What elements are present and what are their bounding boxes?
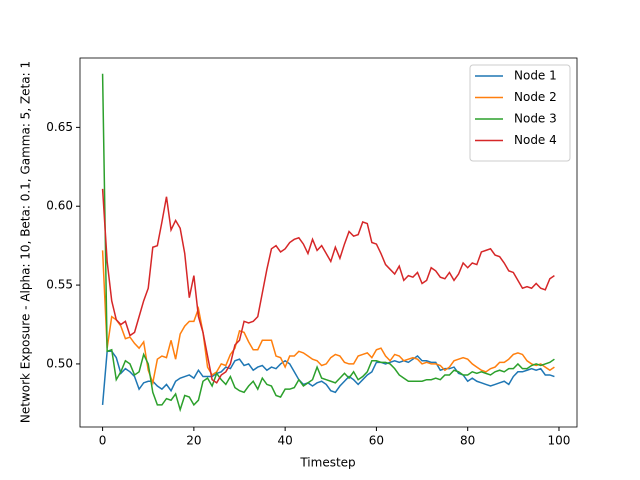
- x-tick-label: 40: [278, 434, 293, 448]
- series-line: [101, 73, 555, 413]
- x-tick-label: 60: [369, 434, 384, 448]
- legend-label: Node 3: [514, 112, 557, 126]
- legend-label: Node 1: [514, 69, 557, 83]
- x-tick-label: 20: [186, 434, 201, 448]
- x-tick-label: 80: [460, 434, 475, 448]
- plot-frame: [79, 57, 578, 428]
- x-tick-label: 100: [548, 434, 571, 448]
- legend-box: [469, 64, 571, 162]
- legend: Node 1 Node 2 Node 3 Node 4: [469, 64, 571, 162]
- y-tick-label: 0.65: [46, 120, 73, 134]
- y-tick-label: 0.60: [46, 199, 73, 213]
- y-tick-label: 0.55: [46, 278, 73, 292]
- x-axis-label: Timestep: [299, 456, 355, 470]
- series-line: [101, 188, 555, 384]
- legend-label: Node 4: [514, 133, 557, 147]
- x-tick-label: 0: [99, 434, 107, 448]
- y-tick-label: 0.50: [46, 356, 73, 370]
- series-line: [101, 250, 555, 386]
- series-line: [101, 350, 555, 405]
- y-axis-label: Network Exposure - Alpha: 10, Beta: 0.1,…: [19, 61, 33, 423]
- legend-label: Node 2: [514, 90, 557, 104]
